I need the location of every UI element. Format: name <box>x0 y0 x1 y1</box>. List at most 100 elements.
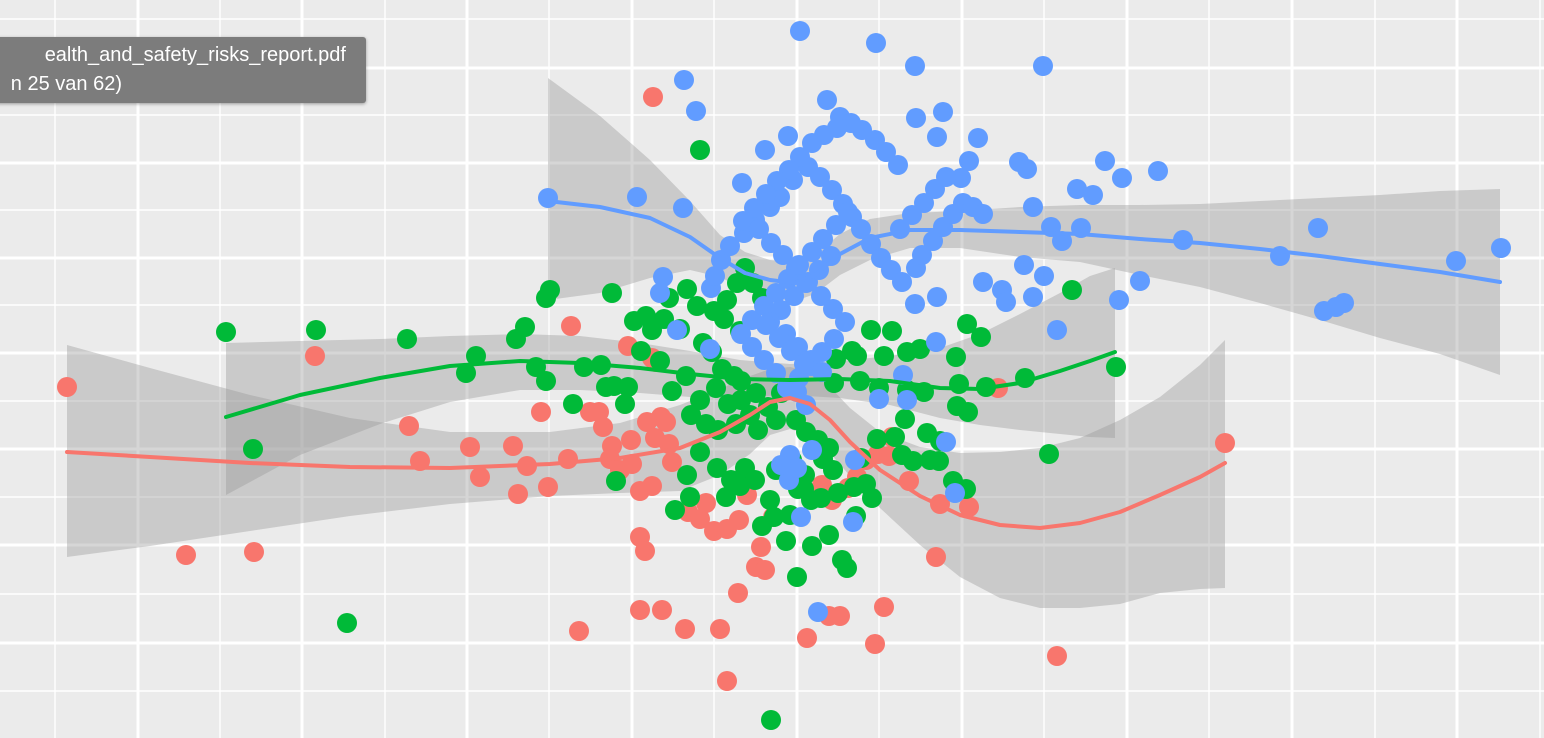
blue-data-point <box>789 255 809 275</box>
green-data-point <box>895 409 915 429</box>
green-data-point <box>397 329 417 349</box>
blue-data-point <box>888 155 908 175</box>
blue-data-point <box>802 133 822 153</box>
tooltip-filename: ealth_and_safety_risks_report.pdf <box>44 44 346 66</box>
blue-data-point <box>667 320 687 340</box>
blue-data-point <box>771 455 791 475</box>
blue-data-point <box>781 341 801 361</box>
blue-data-point <box>927 127 947 147</box>
blue-data-point <box>817 90 837 110</box>
red-data-point <box>959 497 979 517</box>
green-data-point <box>466 346 486 366</box>
blue-data-point <box>905 56 925 76</box>
green-data-point <box>766 410 786 430</box>
red-data-point <box>865 634 885 654</box>
green-data-point <box>885 427 905 447</box>
green-data-point <box>677 465 697 485</box>
file-tooltip: ealth_and_safety_risks_report.pdf n 25 v… <box>0 37 366 103</box>
blue-data-point <box>926 332 946 352</box>
blue-data-point <box>732 173 752 193</box>
green-data-point <box>861 320 881 340</box>
green-data-point <box>596 377 616 397</box>
red-data-point <box>1047 646 1067 666</box>
blue-data-point <box>538 188 558 208</box>
green-data-point <box>748 420 768 440</box>
red-data-point <box>508 484 528 504</box>
green-data-point <box>615 394 635 414</box>
green-data-point <box>1039 444 1059 464</box>
blue-data-point <box>778 126 798 146</box>
red-data-point <box>690 509 710 529</box>
blue-data-point <box>650 283 670 303</box>
blue-data-point <box>951 168 971 188</box>
blue-data-point <box>826 215 846 235</box>
red-data-point <box>652 600 672 620</box>
green-data-point <box>856 474 876 494</box>
blue-data-point <box>923 231 943 251</box>
blue-data-point <box>627 187 647 207</box>
red-data-point <box>630 600 650 620</box>
green-data-point <box>971 327 991 347</box>
blue-data-point <box>1034 266 1054 286</box>
red-data-point <box>569 621 589 641</box>
red-smooth-line <box>65 396 1227 530</box>
blue-data-point <box>766 283 786 303</box>
blue-confidence-band <box>548 78 1500 375</box>
blue-data-point <box>968 128 988 148</box>
blue-data-point <box>808 602 828 622</box>
blue-data-point <box>790 21 810 41</box>
green-data-point <box>823 460 843 480</box>
blue-data-point <box>794 354 814 374</box>
green-data-point <box>642 320 662 340</box>
blue-data-point <box>1017 159 1037 179</box>
green-data-point <box>680 487 700 507</box>
red-data-point <box>176 545 196 565</box>
green-data-point <box>776 531 796 551</box>
green-data-point <box>903 451 923 471</box>
blue-data-point <box>914 193 934 213</box>
blue-data-point <box>810 167 830 187</box>
blue-data-point <box>1491 238 1511 258</box>
blue-data-point <box>754 350 774 370</box>
blue-data-point <box>1130 271 1150 291</box>
red-data-point <box>675 619 695 639</box>
green-data-point <box>787 567 807 587</box>
red-data-point <box>589 402 609 422</box>
green-data-point <box>828 483 848 503</box>
blue-data-point <box>1083 185 1103 205</box>
blue-data-point <box>1326 297 1346 317</box>
green-data-point <box>897 342 917 362</box>
blue-data-point <box>845 450 865 470</box>
blue-data-point <box>905 294 925 314</box>
blue-data-point <box>838 202 858 222</box>
blue-data-point <box>835 312 855 332</box>
blue-data-point <box>756 315 776 335</box>
red-data-point <box>399 416 419 436</box>
green-data-point <box>819 438 839 458</box>
blue-data-point <box>674 70 694 90</box>
red-data-point <box>728 583 748 603</box>
blue-data-point <box>823 299 843 319</box>
green-data-point <box>760 490 780 510</box>
red-data-point <box>926 547 946 567</box>
red-data-point <box>751 537 771 557</box>
green-data-point <box>731 390 751 410</box>
blue-data-point <box>936 432 956 452</box>
green-data-point <box>563 394 583 414</box>
green-data-point <box>602 283 622 303</box>
red-data-point <box>558 449 578 469</box>
green-data-point <box>662 381 682 401</box>
red-data-point <box>830 606 850 626</box>
red-data-point <box>538 477 558 497</box>
blue-data-point <box>720 236 740 256</box>
red-data-point <box>593 417 613 437</box>
blue-data-point <box>869 389 889 409</box>
red-data-point <box>305 346 325 366</box>
green-data-point <box>687 296 707 316</box>
green-data-point <box>574 357 594 377</box>
blue-data-point <box>851 219 871 239</box>
blue-data-point <box>906 108 926 128</box>
blue-data-point <box>756 184 776 204</box>
green-data-point <box>819 525 839 545</box>
blue-data-point <box>700 339 720 359</box>
